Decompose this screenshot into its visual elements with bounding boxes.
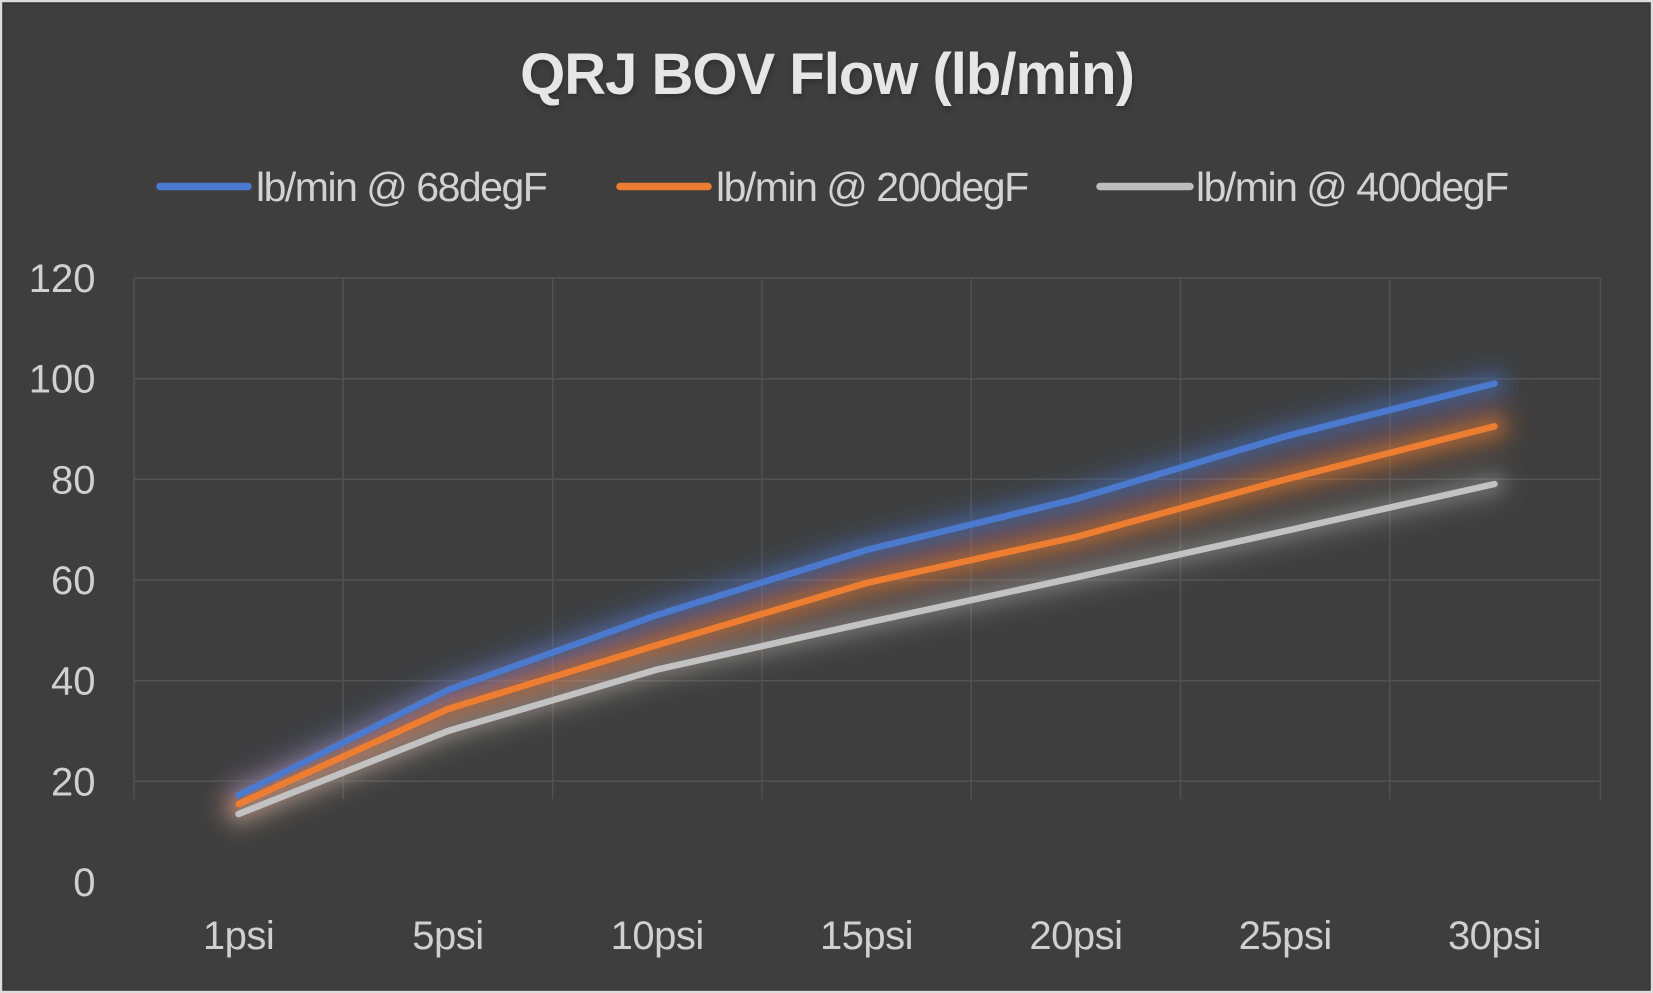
svg-text:80: 80	[51, 458, 96, 502]
svg-text:20psi: 20psi	[1029, 914, 1122, 958]
svg-text:20: 20	[51, 760, 96, 804]
svg-text:lb/min @ 400degF: lb/min @ 400degF	[1196, 164, 1508, 210]
svg-text:60: 60	[51, 559, 96, 603]
svg-text:5psi: 5psi	[412, 914, 483, 958]
svg-text:120: 120	[29, 257, 96, 301]
svg-text:15psi: 15psi	[820, 914, 913, 958]
svg-text:lb/min @ 68degF: lb/min @ 68degF	[256, 164, 547, 210]
svg-text:QRJ BOV Flow (lb/min): QRJ BOV Flow (lb/min)	[521, 45, 1135, 110]
svg-text:1psi: 1psi	[203, 914, 274, 958]
svg-text:0: 0	[73, 861, 95, 905]
svg-text:30psi: 30psi	[1448, 914, 1541, 958]
svg-text:QRJ BOV Flow (lb/min): QRJ BOV Flow (lb/min)	[520, 42, 1134, 107]
svg-text:lb/min @ 200degF: lb/min @ 200degF	[716, 164, 1028, 210]
svg-text:100: 100	[29, 358, 96, 402]
svg-text:40: 40	[51, 660, 96, 704]
svg-text:10psi: 10psi	[611, 914, 704, 958]
svg-text:25psi: 25psi	[1239, 914, 1332, 958]
